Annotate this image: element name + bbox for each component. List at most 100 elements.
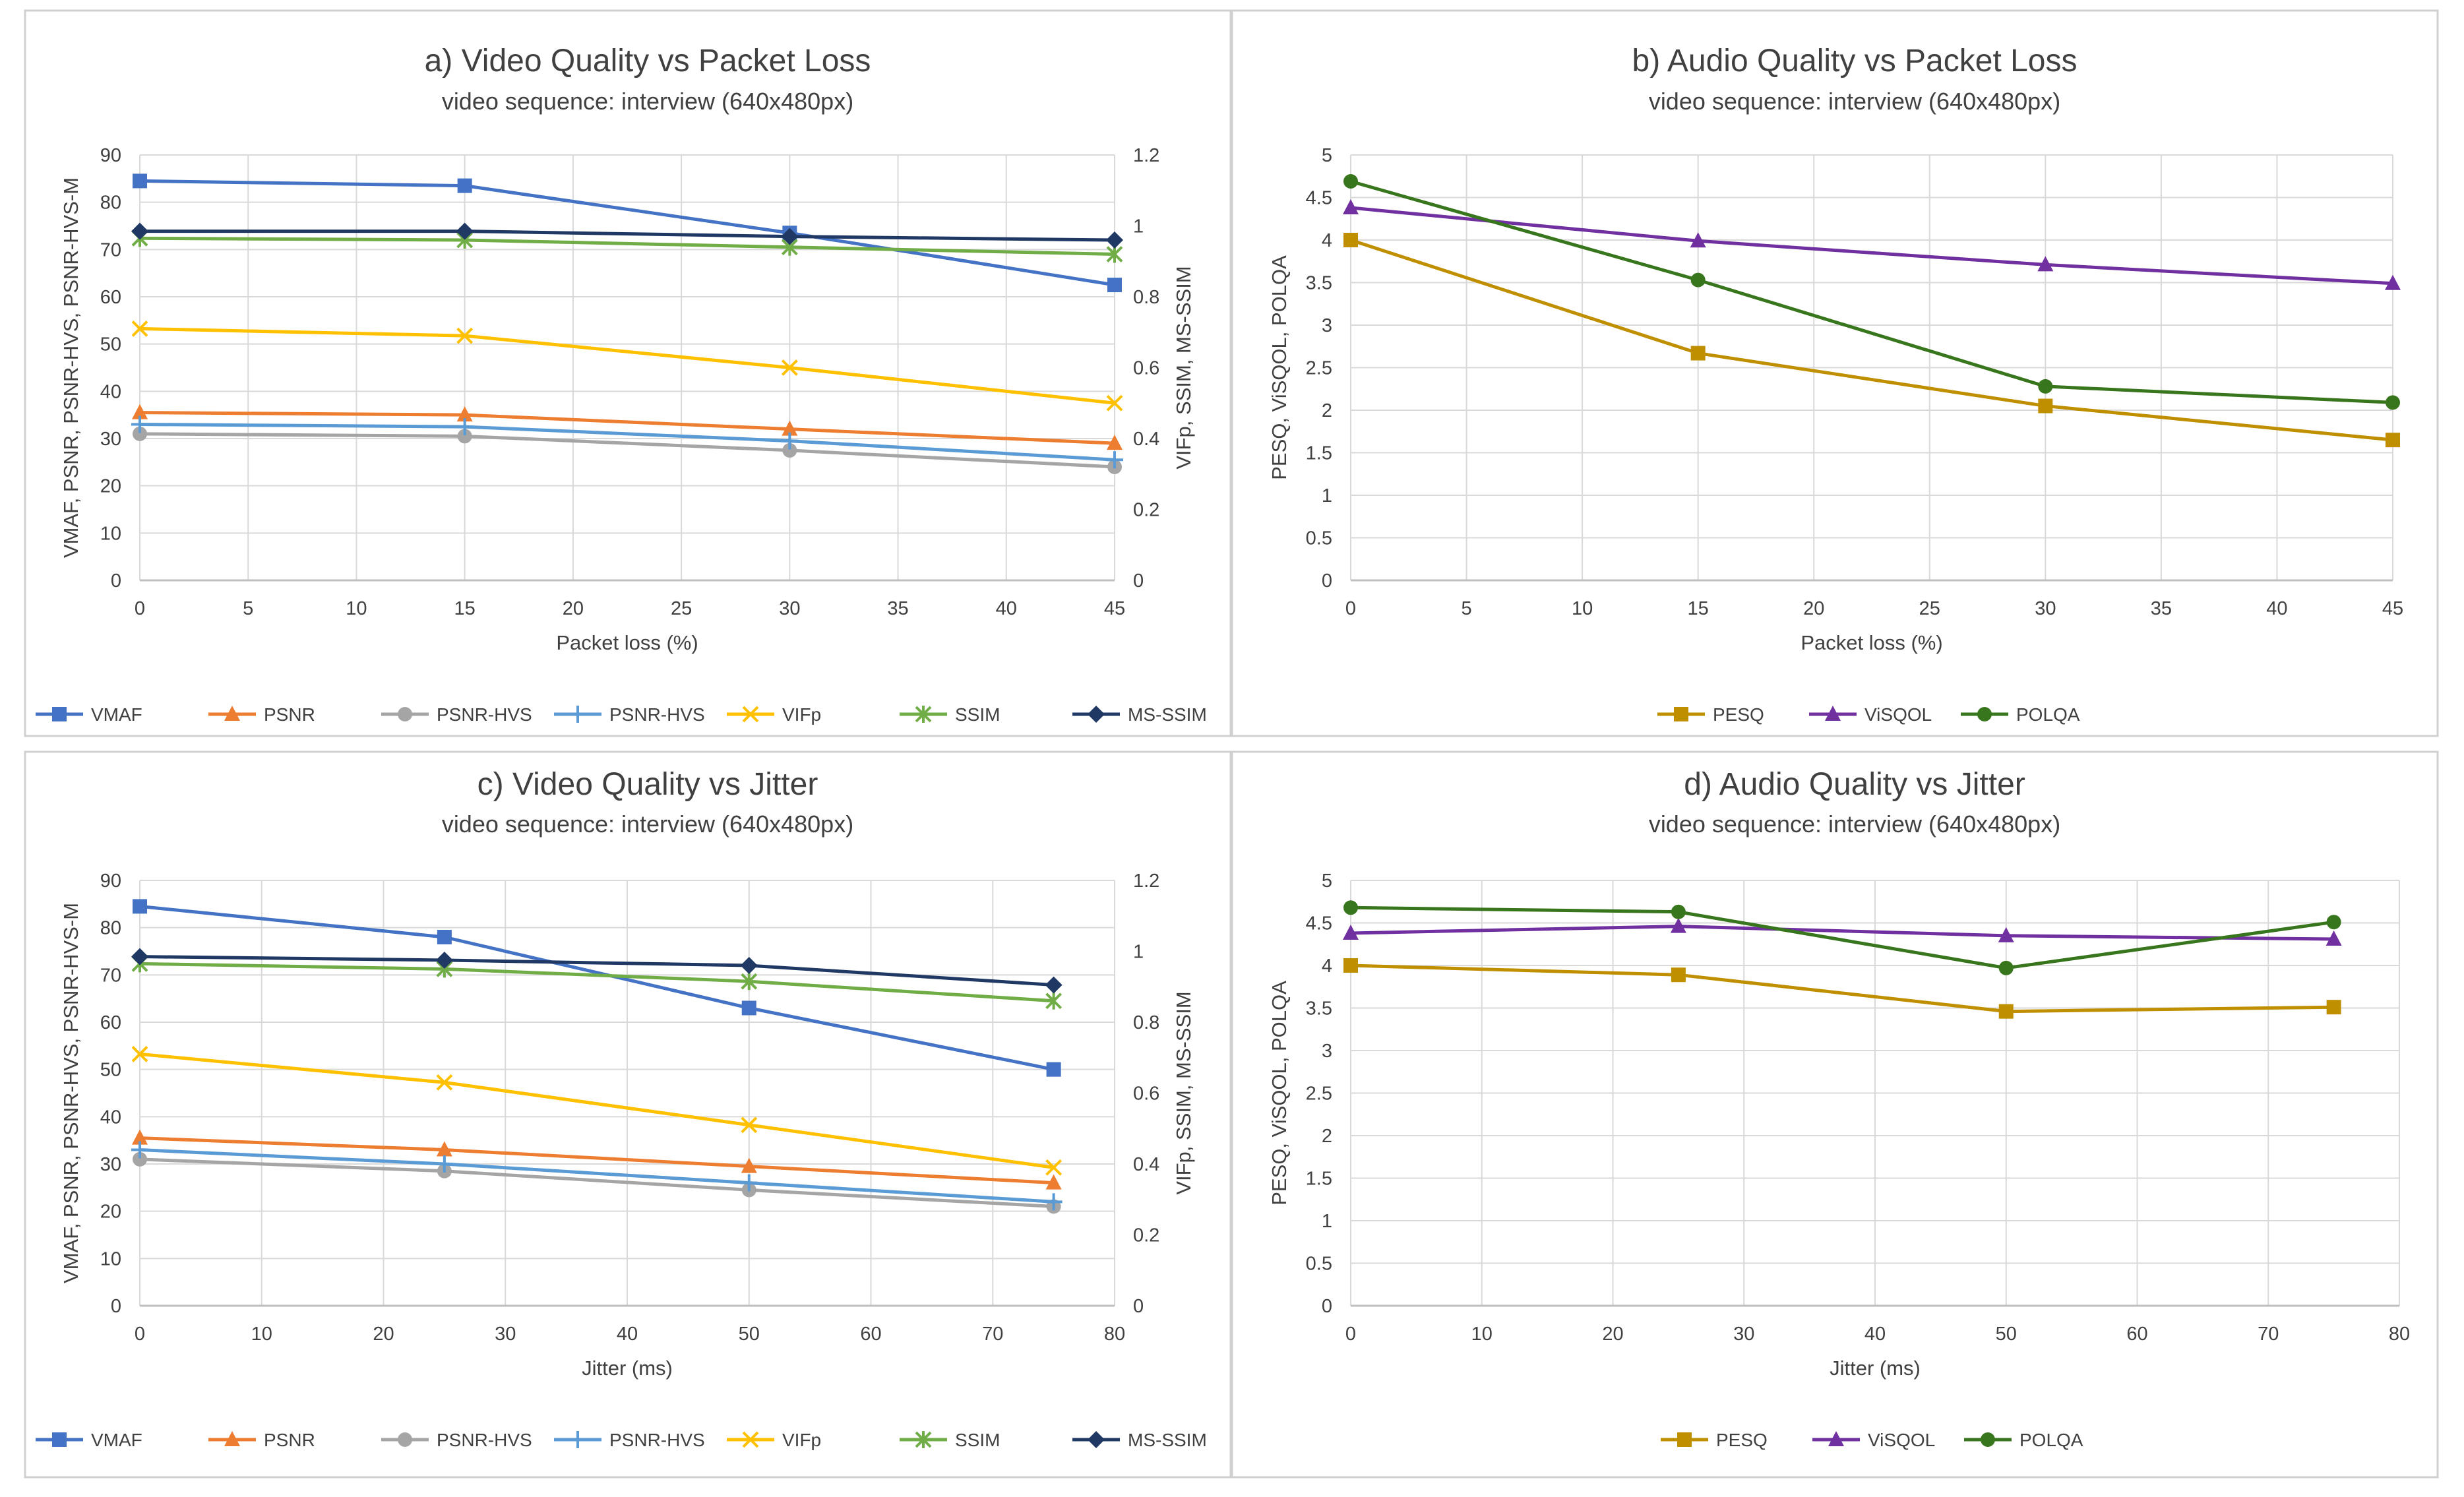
data-point [456,222,474,240]
legend-label: VMAF [91,704,142,725]
data-point [741,1157,757,1173]
legend-label: MS-SSIM [1128,1430,1207,1450]
data-point [1998,1004,2014,1019]
chart-frame [24,9,1232,737]
x-tick-label: 60 [2126,1324,2147,1345]
data-point [435,1155,453,1173]
y-tick-label: 80 [100,193,121,214]
x-tick-label: 25 [671,598,692,619]
data-point [2386,395,2400,410]
data-point [741,973,758,991]
data-point [131,1141,148,1159]
legend-item-polqa: POLQA [1961,704,2080,725]
series-line-psnr-hvs [139,432,1115,469]
y-tick-label: 2.5 [1306,358,1332,379]
series-psnr [132,404,1123,450]
legend-item-psnr: PSNR [208,704,315,725]
y-axis-label: VMAF, PSNR, PSNR-HVS, PSNR-HVS-M [59,177,82,558]
y-tick-label: 5 [1322,145,1332,166]
data-point [1343,199,1359,214]
x-axis-label: Packet loss (%) [556,631,698,654]
x-tick-label: 40 [2266,598,2287,619]
series-line-visqol [1350,206,2393,286]
series-line-pesq [1350,963,2334,1014]
chart-subtitle: video sequence: interview (640x480px) [1649,810,2060,838]
y-axis-label: VMAF, PSNR, PSNR-HVS, PSNR-HVS-M [59,903,82,1283]
legend-marker [52,1432,67,1447]
y-tick-label: 10 [100,1248,121,1269]
x-tick-label: 0 [1345,598,1356,619]
y-tick-label: 20 [100,1202,121,1223]
x-tick-label: 80 [2389,1324,2410,1345]
data-point [741,1000,756,1016]
legend-label: PSNR-HVS [609,1430,705,1450]
x-tick-label: 70 [2258,1324,2279,1345]
data-point [1045,1159,1063,1176]
data-point [131,415,148,433]
y-tick-label: 4.5 [1306,188,1332,209]
legend-label: PESQ [1716,1430,1768,1450]
y-tick-label: 0 [1322,570,1332,592]
y-tick-label: 70 [100,965,121,986]
data-point [456,327,474,344]
y-tick-label: 4 [1322,230,1332,251]
y-tick-label: 40 [100,381,121,402]
series-pesq [1343,958,2341,1019]
legend-item-psnr-hvs: PSNR-HVS [381,704,532,725]
data-point [2038,398,2053,413]
legend-item-vifp: VIFp [727,1430,821,1450]
series-line-ssim [139,236,1115,256]
y-tick-label: 60 [100,1012,121,1033]
x-axis-label: Packet loss (%) [1801,631,1942,654]
legend-marker [1828,1431,1844,1446]
x-tick-label: 15 [454,598,476,619]
x-tick-label: 20 [1602,1324,1623,1345]
data-point [1107,278,1122,293]
series-psnr-hvs [133,426,1122,474]
data-point [1107,435,1123,450]
chart-b: 0 0.5 1 1.5 2 2.5 3 3.5 4 4.5 5 0 5 10 15 20 25 30 35 40 45 b… [1231,9,2439,737]
x-tick-label: 0 [1345,1324,1356,1345]
series-line-ssim [139,962,1054,1003]
legend-item-psnr-hvs: PSNR-HVS [381,1430,532,1450]
series-polqa [1343,900,2341,975]
y2-tick-label: 0.4 [1133,429,1159,450]
chart-title: c) Video Quality vs Jitter [477,767,818,802]
x-tick-label: 80 [1104,1324,1125,1345]
legend-item-vifp: VIFp [727,704,821,725]
data-point [1690,232,1706,248]
data-point [2326,915,2341,930]
data-point [1045,992,1063,1010]
legend-item-psnr: PSNR [208,1430,315,1450]
legend-item-vmaf: VMAF [36,704,142,725]
legend-label: PSNR-HVS [609,704,705,725]
series-ms-ssim [131,222,1123,249]
x-tick-label: 20 [563,598,584,619]
series-vifp [131,320,1123,412]
x-tick-label: 30 [779,598,800,619]
chart-title: a) Video Quality vs Packet Loss [425,44,871,78]
legend-item-pesq: PESQ [1657,704,1764,725]
x-tick-label: 15 [1688,598,1709,619]
data-point [1671,967,1686,983]
legend-marker [398,1432,412,1447]
legend-label: POLQA [2016,704,2080,725]
legend-item-pesq: PESQ [1661,1430,1768,1450]
y2-tick-label: 1.2 [1133,871,1159,892]
y2-tick-label: 0.8 [1133,287,1159,308]
data-point [437,930,452,944]
chart-title: b) Audio Quality vs Packet Loss [1632,44,2078,78]
data-point [1045,1193,1063,1211]
x-tick-label: 5 [1461,598,1471,619]
x-tick-label: 45 [2382,598,2403,619]
y-axis-label: PESQ, ViSQOL, POLQA [1268,255,1291,480]
series-vifp [131,1045,1063,1176]
data-point [456,406,473,422]
legend-marker [1674,707,1688,721]
x-axis-label: Jitter (ms) [1830,1357,1921,1380]
legend-label: PSNR [264,704,315,725]
data-point [1045,1174,1062,1190]
series-psnr-hvs-m [131,415,1123,469]
data-point [131,222,148,240]
chart-subtitle: video sequence: interview (640x480px) [442,810,853,838]
